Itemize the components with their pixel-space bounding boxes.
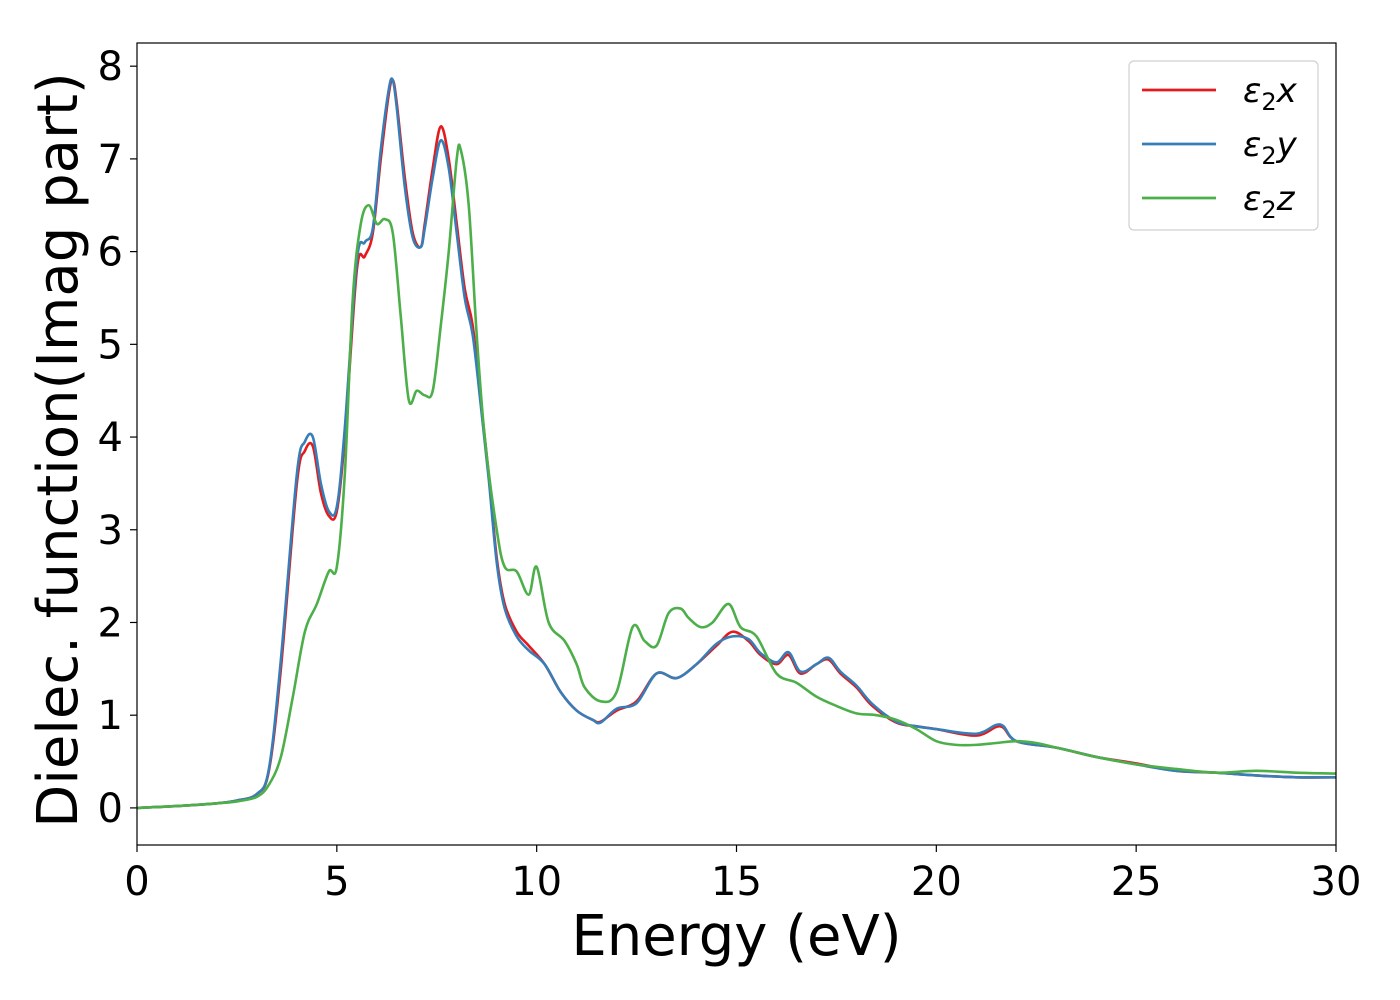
- y-tick-label: 0: [98, 786, 123, 832]
- legend-label-y: ε2y: [1243, 125, 1298, 170]
- y-axis-label: Dielec. function(Imag part): [26, 72, 91, 828]
- y-axis: 0 1 2 3 4 5 6 7 8: [98, 44, 137, 832]
- x-tick-label: 20: [911, 859, 962, 905]
- y-tick-label: 3: [98, 508, 123, 554]
- y-tick-label: 7: [98, 137, 123, 183]
- x-tick-label: 5: [324, 859, 349, 905]
- y-tick-label: 1: [98, 693, 123, 739]
- y-tick-label: 2: [98, 600, 123, 646]
- y-tick-label: 6: [98, 230, 123, 276]
- x-tick-label: 10: [511, 859, 562, 905]
- x-tick-label: 0: [124, 859, 149, 905]
- series-line-z: [137, 143, 1336, 810]
- legend: ε2x ε2y ε2z: [1128, 60, 1319, 231]
- x-tick-label: 15: [711, 859, 762, 905]
- y-tick-label: 4: [98, 415, 123, 461]
- x-axis: 0 5 10 15 20 25 30: [124, 845, 1361, 905]
- y-tick-label: 5: [98, 322, 123, 368]
- x-axis-label: Energy (eV): [571, 904, 901, 969]
- legend-label-z: ε2z: [1243, 179, 1296, 224]
- legend-box: [1128, 60, 1319, 231]
- y-tick-label: 8: [98, 44, 123, 90]
- x-tick-label: 30: [1311, 859, 1362, 905]
- x-tick-label: 25: [1111, 859, 1162, 905]
- series-lines: [137, 77, 1336, 810]
- legend-label-x: ε2x: [1243, 71, 1298, 116]
